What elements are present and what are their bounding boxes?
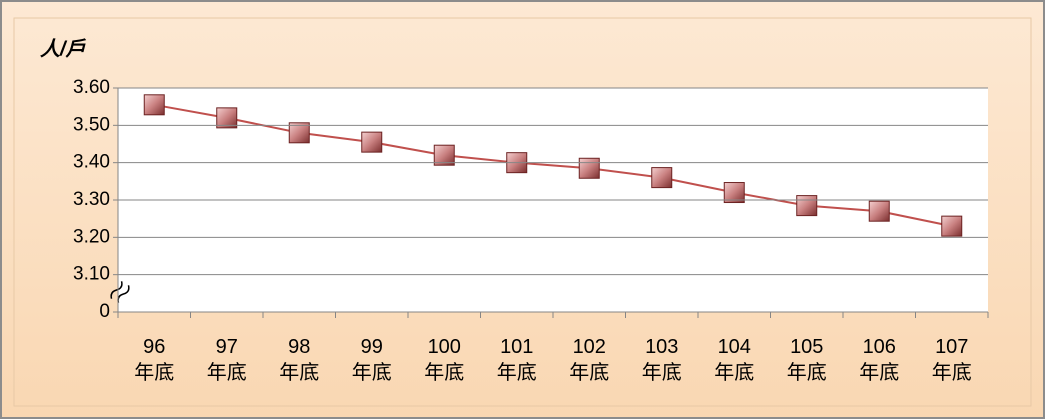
marker <box>288 122 310 144</box>
y-tick-label: 3.30 <box>73 189 110 210</box>
x-tick-label: 101 年底 <box>496 336 537 384</box>
x-tick-label: 100 年底 <box>424 336 465 384</box>
marker <box>941 215 963 237</box>
y-tick-label: 3.20 <box>73 226 110 247</box>
y-tick-label: 3.10 <box>73 264 110 285</box>
marker <box>723 182 745 204</box>
x-tick-label: 102 年底 <box>569 336 610 384</box>
marker <box>143 94 165 116</box>
y-tick-label: 3.60 <box>73 77 110 98</box>
marker <box>216 107 238 129</box>
plot <box>143 94 963 237</box>
x-tick-label: 103 年底 <box>641 336 682 384</box>
inner-frame <box>13 17 1032 407</box>
y-tick-label: 3.50 <box>73 114 110 135</box>
marker <box>651 167 673 189</box>
y-tick-label: 3.40 <box>73 152 110 173</box>
marker <box>433 144 455 166</box>
x-tick-label: 96 年底 <box>134 336 175 384</box>
y-axis-label: 人/戶 <box>40 37 87 60</box>
marker <box>578 157 600 179</box>
x-tick-label: 99 年底 <box>351 336 392 384</box>
x-tick-label: 98 年底 <box>279 336 320 384</box>
x-tick-label: 106 年底 <box>859 336 900 384</box>
line <box>154 103 952 228</box>
x-tick-label: 104 年底 <box>714 336 755 384</box>
marker <box>868 200 890 222</box>
marker <box>796 195 818 217</box>
x-tick-label: 97 年底 <box>206 336 247 384</box>
x-tick-label: 107 年底 <box>931 336 972 384</box>
y-tick-label: 0 <box>99 301 110 322</box>
x-tick-label: 105 年底 <box>786 336 827 384</box>
marker <box>361 131 383 153</box>
